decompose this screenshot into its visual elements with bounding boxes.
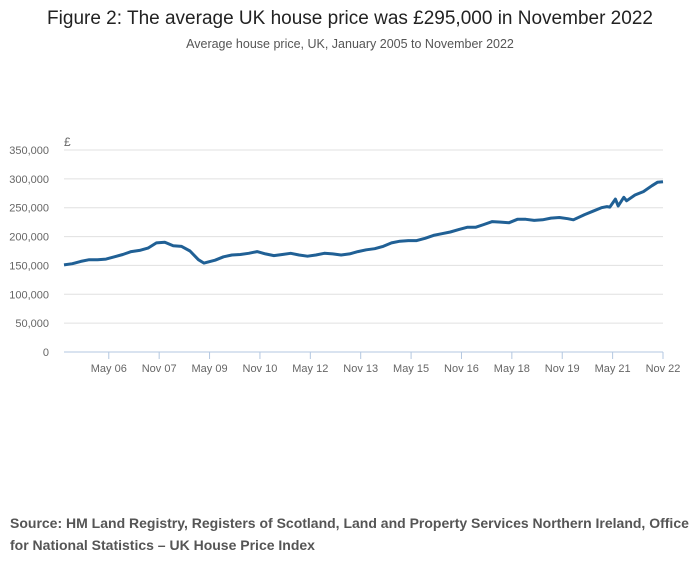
x-axis-ticks: May 06 Nov 07 May 09 Nov 10 May 12 Nov 13 May … [91,352,681,375]
chart-subtitle: Average house price, UK, January 2005 to… [186,37,514,51]
chart-title: Figure 2: The average UK house price was… [47,8,653,29]
x-tick-label: Nov 19 [545,363,580,375]
x-tick-label: Nov 22 [646,363,681,375]
x-tick-label: May 06 [91,363,127,375]
y-tick-label: 50,000 [15,318,49,330]
gridlines [64,149,663,353]
y-tick-label: 350,000 [9,145,49,157]
y-axis-ticks: 0 50,000 100,000 150,000 200,000 250,000 300,0… [9,145,49,359]
x-tick-label: May 18 [494,363,530,375]
y-tick-label: 200,000 [9,232,49,244]
source-note: Source: HM Land Registry, Registers of S… [10,515,689,553]
x-tick-label: Nov 16 [444,363,479,375]
y-tick-label: 150,000 [9,260,49,272]
x-tick-label: May 12 [292,363,328,375]
x-tick-label: May 15 [393,363,429,375]
y-tick-label: 250,000 [9,203,49,215]
y-tick-label: 300,000 [9,174,49,186]
series-line [63,180,664,267]
x-tick-label: May 09 [192,363,228,375]
x-tick-label: Nov 10 [243,363,278,375]
line-chart: 0 50,000 100,000 150,000 200,000 250,000 300,0… [9,135,681,375]
x-tick-label: May 21 [595,363,631,375]
x-tick-label: Nov 13 [343,363,378,375]
y-tick-label: 100,000 [9,289,49,301]
x-tick-label: Nov 07 [142,363,177,375]
y-axis-label: £ [64,135,71,149]
y-tick-label: 0 [43,347,49,359]
